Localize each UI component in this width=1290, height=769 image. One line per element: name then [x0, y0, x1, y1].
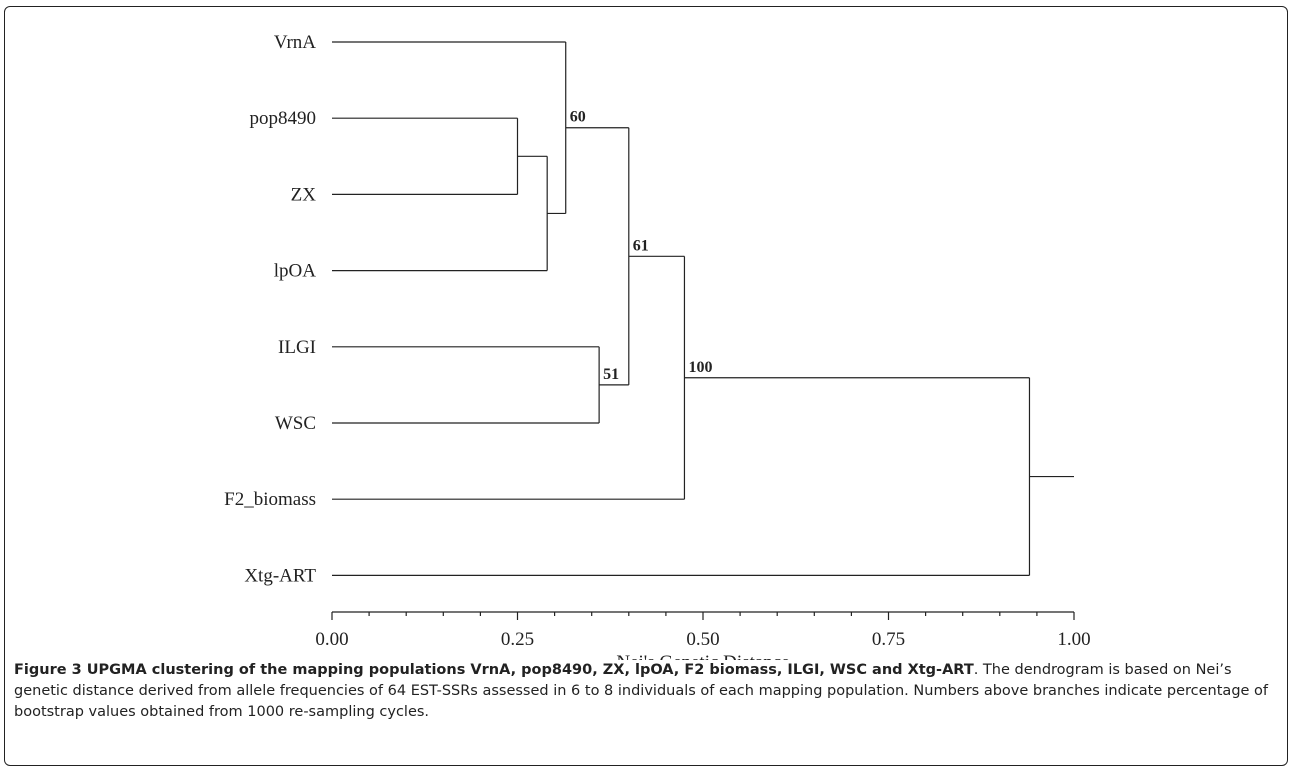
leaf-label-zx: ZX	[291, 184, 317, 205]
bootstrap-label-51: 51	[603, 366, 619, 383]
bootstrap-label-61: 61	[633, 237, 649, 254]
figure-caption: Figure 3 UPGMA clustering of the mapping…	[14, 660, 1276, 723]
leaf-label-f2-biomass: F2_biomass	[224, 489, 316, 510]
bootstrap-label-100: 100	[688, 359, 712, 376]
leaf-label-vrna: VrnA	[274, 32, 316, 53]
x-tick-label: 0.25	[501, 629, 534, 650]
dendrogram: VrnA pop8490 ZX lpOA ILGI WSC F2_biomass Xtg-AR…	[224, 32, 1090, 660]
x-axis-title: Nei's Genetic Distance	[616, 652, 789, 660]
x-tick-label: 0.75	[872, 629, 905, 650]
leaf-label-lpoa: lpOA	[274, 261, 317, 282]
leaf-label-wsc: WSC	[275, 413, 316, 434]
bootstrap-label-60: 60	[570, 109, 586, 126]
caption-lead: Figure 3 UPGMA clustering of the mapping…	[14, 662, 974, 678]
x-tick-label: 0.00	[315, 629, 348, 650]
leaf-label-ilgi: ILGI	[278, 337, 316, 358]
x-tick-label: 0.50	[686, 629, 719, 650]
x-tick-label: 1.00	[1057, 629, 1090, 650]
caption-body: . The dendrogram is based on Nei’s genet…	[14, 662, 1269, 720]
leaf-label-xtg-art: Xtg-ART	[244, 565, 316, 586]
figure-frame	[4, 6, 1288, 766]
leaf-label-pop8490: pop8490	[250, 108, 317, 129]
